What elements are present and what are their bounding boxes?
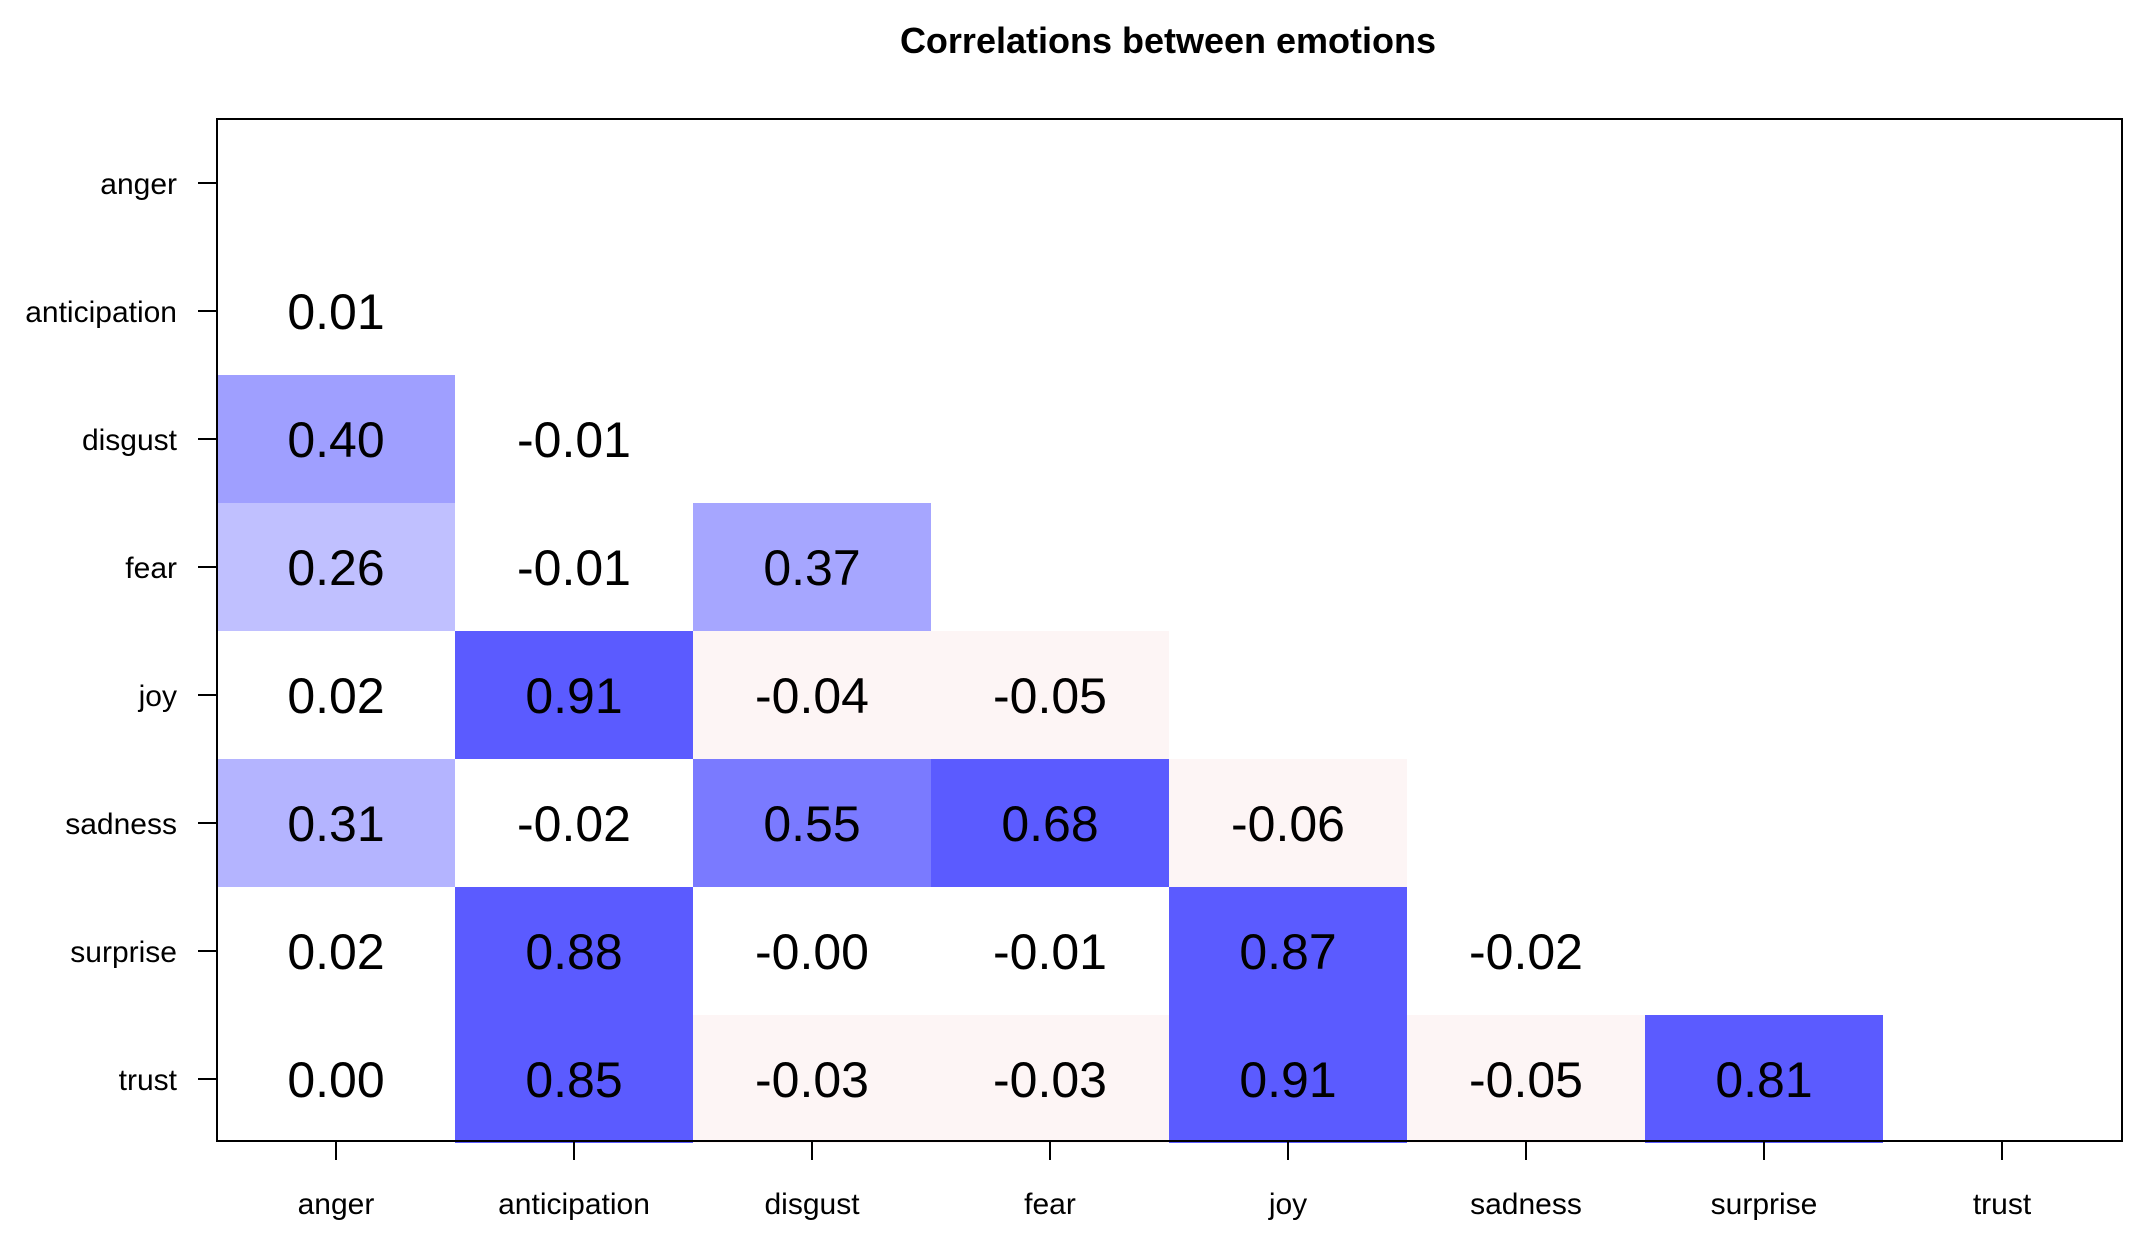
- heatmap-cell-sadness-anticipation: [455, 759, 693, 887]
- x-tick-label: surprise: [1711, 1188, 1818, 1221]
- cell-value-label: 0.91: [525, 668, 622, 724]
- heatmap-cell-surprise-anticipation: [455, 887, 693, 1015]
- x-tick-label: sadness: [1470, 1188, 1582, 1221]
- y-tick-label: surprise: [70, 936, 177, 969]
- x-tick-label: joy: [1268, 1188, 1307, 1221]
- heatmap-cell-surprise-disgust: [693, 887, 931, 1015]
- cell-value-label: 0.68: [1001, 796, 1098, 852]
- heatmap-cell-trust-surprise: [1645, 1015, 1883, 1143]
- x-axis: anger anticipation disgust fear joy sadness su…: [298, 1141, 2032, 1221]
- heatmap-cell-joy-disgust: [693, 631, 931, 759]
- cell-value-label: 0.02: [287, 924, 384, 980]
- heatmap-cell-trust-anger: [217, 1015, 455, 1143]
- cell-value-label: 0.81: [1715, 1052, 1812, 1108]
- heatmap-cell-anticipation-anger: [217, 247, 455, 375]
- cell-value-label: -0.03: [993, 1052, 1107, 1108]
- cell-value-label: 0.01: [287, 284, 384, 340]
- heatmap-cell-joy-anger: [217, 631, 455, 759]
- heatmap-cell-disgust-anger: [217, 375, 455, 503]
- x-tick-label: disgust: [764, 1188, 860, 1221]
- heatmap-cell-joy-anticipation: [455, 631, 693, 759]
- heatmap-cell-fear-disgust: [693, 503, 931, 631]
- heatmap-cell-trust-sadness: [1407, 1015, 1645, 1143]
- cell-value-label: -0.02: [517, 796, 631, 852]
- heatmap-cell-joy-fear: [931, 631, 1169, 759]
- plot-frame: [216, 118, 2123, 1142]
- y-tick-label: fear: [125, 552, 177, 585]
- cells-layer: [217, 247, 1883, 1143]
- y-tick-label: anger: [100, 168, 177, 201]
- cell-value-label: -0.05: [993, 668, 1107, 724]
- y-tick-label: anticipation: [25, 296, 177, 329]
- chart-title: Correlations between emotions: [900, 20, 1436, 61]
- cell-value-label: 0.55: [763, 796, 860, 852]
- cell-value-label: 0.37: [763, 540, 860, 596]
- heatmap-cell-sadness-fear: [931, 759, 1169, 887]
- cell-value-label: 0.88: [525, 924, 622, 980]
- cell-value-label: -0.04: [755, 668, 869, 724]
- value-labels-layer: 0.01 0.40 -0.01 0.26 -0.01 0.37 0.02 0.91 -0.04 -…: [287, 284, 1812, 1108]
- cell-value-label: 0.31: [287, 796, 384, 852]
- y-tick-label: trust: [119, 1064, 178, 1097]
- heatmap-cell-fear-anticipation: [455, 503, 693, 631]
- heatmap-cell-surprise-anger: [217, 887, 455, 1015]
- cell-value-label: -0.00: [755, 924, 869, 980]
- heatmap-cell-disgust-anticipation: [455, 375, 693, 503]
- cell-value-label: -0.06: [1231, 796, 1345, 852]
- cell-value-label: 0.26: [287, 540, 384, 596]
- x-tick-label: anticipation: [498, 1188, 650, 1221]
- heatmap-cell-fear-anger: [217, 503, 455, 631]
- cell-value-label: 0.85: [525, 1052, 622, 1108]
- heatmap-cell-sadness-disgust: [693, 759, 931, 887]
- cell-value-label: -0.01: [993, 924, 1107, 980]
- heatmap-cell-surprise-sadness: [1407, 887, 1645, 1015]
- heatmap-cell-trust-joy: [1169, 1015, 1407, 1143]
- cell-value-label: -0.01: [517, 412, 631, 468]
- cell-value-label: 0.02: [287, 668, 384, 724]
- cell-value-label: 0.00: [287, 1052, 384, 1108]
- cell-value-label: -0.05: [1469, 1052, 1583, 1108]
- heatmap-cell-surprise-joy: [1169, 887, 1407, 1015]
- cell-value-label: -0.03: [755, 1052, 869, 1108]
- heatmap-cell-trust-disgust: [693, 1015, 931, 1143]
- y-axis: anger anticipation disgust fear joy sadness su…: [25, 168, 217, 1097]
- heatmap-cell-sadness-joy: [1169, 759, 1407, 887]
- x-tick-label: anger: [298, 1188, 375, 1221]
- cell-value-label: -0.02: [1469, 924, 1583, 980]
- cell-value-label: 0.91: [1239, 1052, 1336, 1108]
- cell-value-label: 0.40: [287, 412, 384, 468]
- heatmap-cell-trust-anticipation: [455, 1015, 693, 1143]
- heatmap-cell-trust-fear: [931, 1015, 1169, 1143]
- x-tick-label: fear: [1024, 1188, 1076, 1221]
- y-tick-label: joy: [138, 680, 177, 713]
- y-tick-label: sadness: [65, 808, 177, 841]
- cell-value-label: 0.87: [1239, 924, 1336, 980]
- y-tick-label: disgust: [82, 424, 178, 457]
- heatmap-cell-surprise-fear: [931, 887, 1169, 1015]
- heatmap-cell-sadness-anger: [217, 759, 455, 887]
- cell-value-label: -0.01: [517, 540, 631, 596]
- x-tick-label: trust: [1973, 1188, 2032, 1221]
